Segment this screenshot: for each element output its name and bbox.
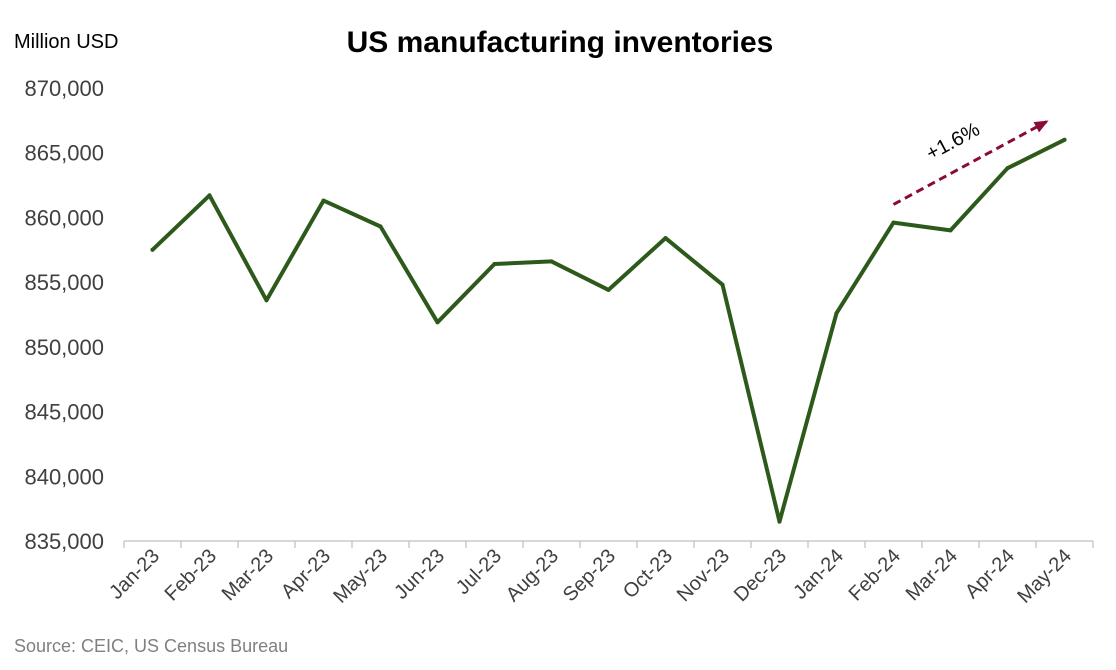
x-tick-label: Apr-24 xyxy=(961,545,1019,603)
x-tick-label: Dec-23 xyxy=(730,545,791,606)
x-tick-label: May-24 xyxy=(1013,545,1076,608)
data-point xyxy=(834,311,839,316)
x-tick-label: Jan-23 xyxy=(105,545,164,604)
x-tick-label: Feb-24 xyxy=(845,545,905,605)
data-point xyxy=(1005,166,1010,171)
x-tick-label: Jan-24 xyxy=(789,545,848,604)
y-tick-label: 845,000 xyxy=(24,400,104,425)
data-point xyxy=(321,198,326,203)
x-tick-label: Jul-23 xyxy=(452,545,506,599)
x-tick-label: Oct-23 xyxy=(619,545,677,603)
data-point xyxy=(948,228,953,233)
y-tick-label: 840,000 xyxy=(24,464,104,489)
data-point xyxy=(207,193,212,198)
data-point xyxy=(435,320,440,325)
y-tick-label: 870,000 xyxy=(24,76,104,101)
y-axis: 835,000 840,000 845,000 850,000 855,000 860,0… xyxy=(24,76,104,554)
data-point xyxy=(549,259,554,264)
chart-title: US manufacturing inventories xyxy=(347,26,774,59)
x-tick-label: Apr-23 xyxy=(277,545,335,603)
y-tick-label: 860,000 xyxy=(24,205,104,230)
annotation-arrow xyxy=(892,120,1049,206)
data-point xyxy=(663,236,668,241)
series-layer xyxy=(150,137,1067,524)
y-tick-label: 855,000 xyxy=(24,270,104,295)
data-point xyxy=(1062,137,1067,142)
data-point xyxy=(720,282,725,287)
x-tick-label: Nov-23 xyxy=(673,545,734,606)
x-tick-label: May-23 xyxy=(329,545,392,608)
x-tick-label: Jun-23 xyxy=(390,545,449,604)
data-point xyxy=(150,247,155,252)
y-tick-label: 835,000 xyxy=(24,529,104,554)
x-tick-label: Mar-24 xyxy=(902,545,962,605)
data-point xyxy=(378,224,383,229)
series-line xyxy=(150,137,1067,524)
x-tick-label: Aug-23 xyxy=(502,545,563,606)
data-point xyxy=(264,298,269,303)
data-point xyxy=(606,287,611,292)
y-tick-label: 850,000 xyxy=(24,335,104,360)
source-note: Source: CEIC, US Census Bureau xyxy=(14,636,288,656)
y-tick-label: 865,000 xyxy=(24,141,104,166)
x-tick-label: Feb-23 xyxy=(161,545,221,605)
x-tick-label: Sep-23 xyxy=(559,545,620,606)
data-point xyxy=(891,220,896,225)
data-point xyxy=(777,519,782,524)
unit-label: Million USD xyxy=(14,31,118,53)
x-tick-label: Mar-23 xyxy=(218,545,278,605)
data-point xyxy=(492,262,497,267)
annotation-label: +1.6% xyxy=(923,118,984,165)
